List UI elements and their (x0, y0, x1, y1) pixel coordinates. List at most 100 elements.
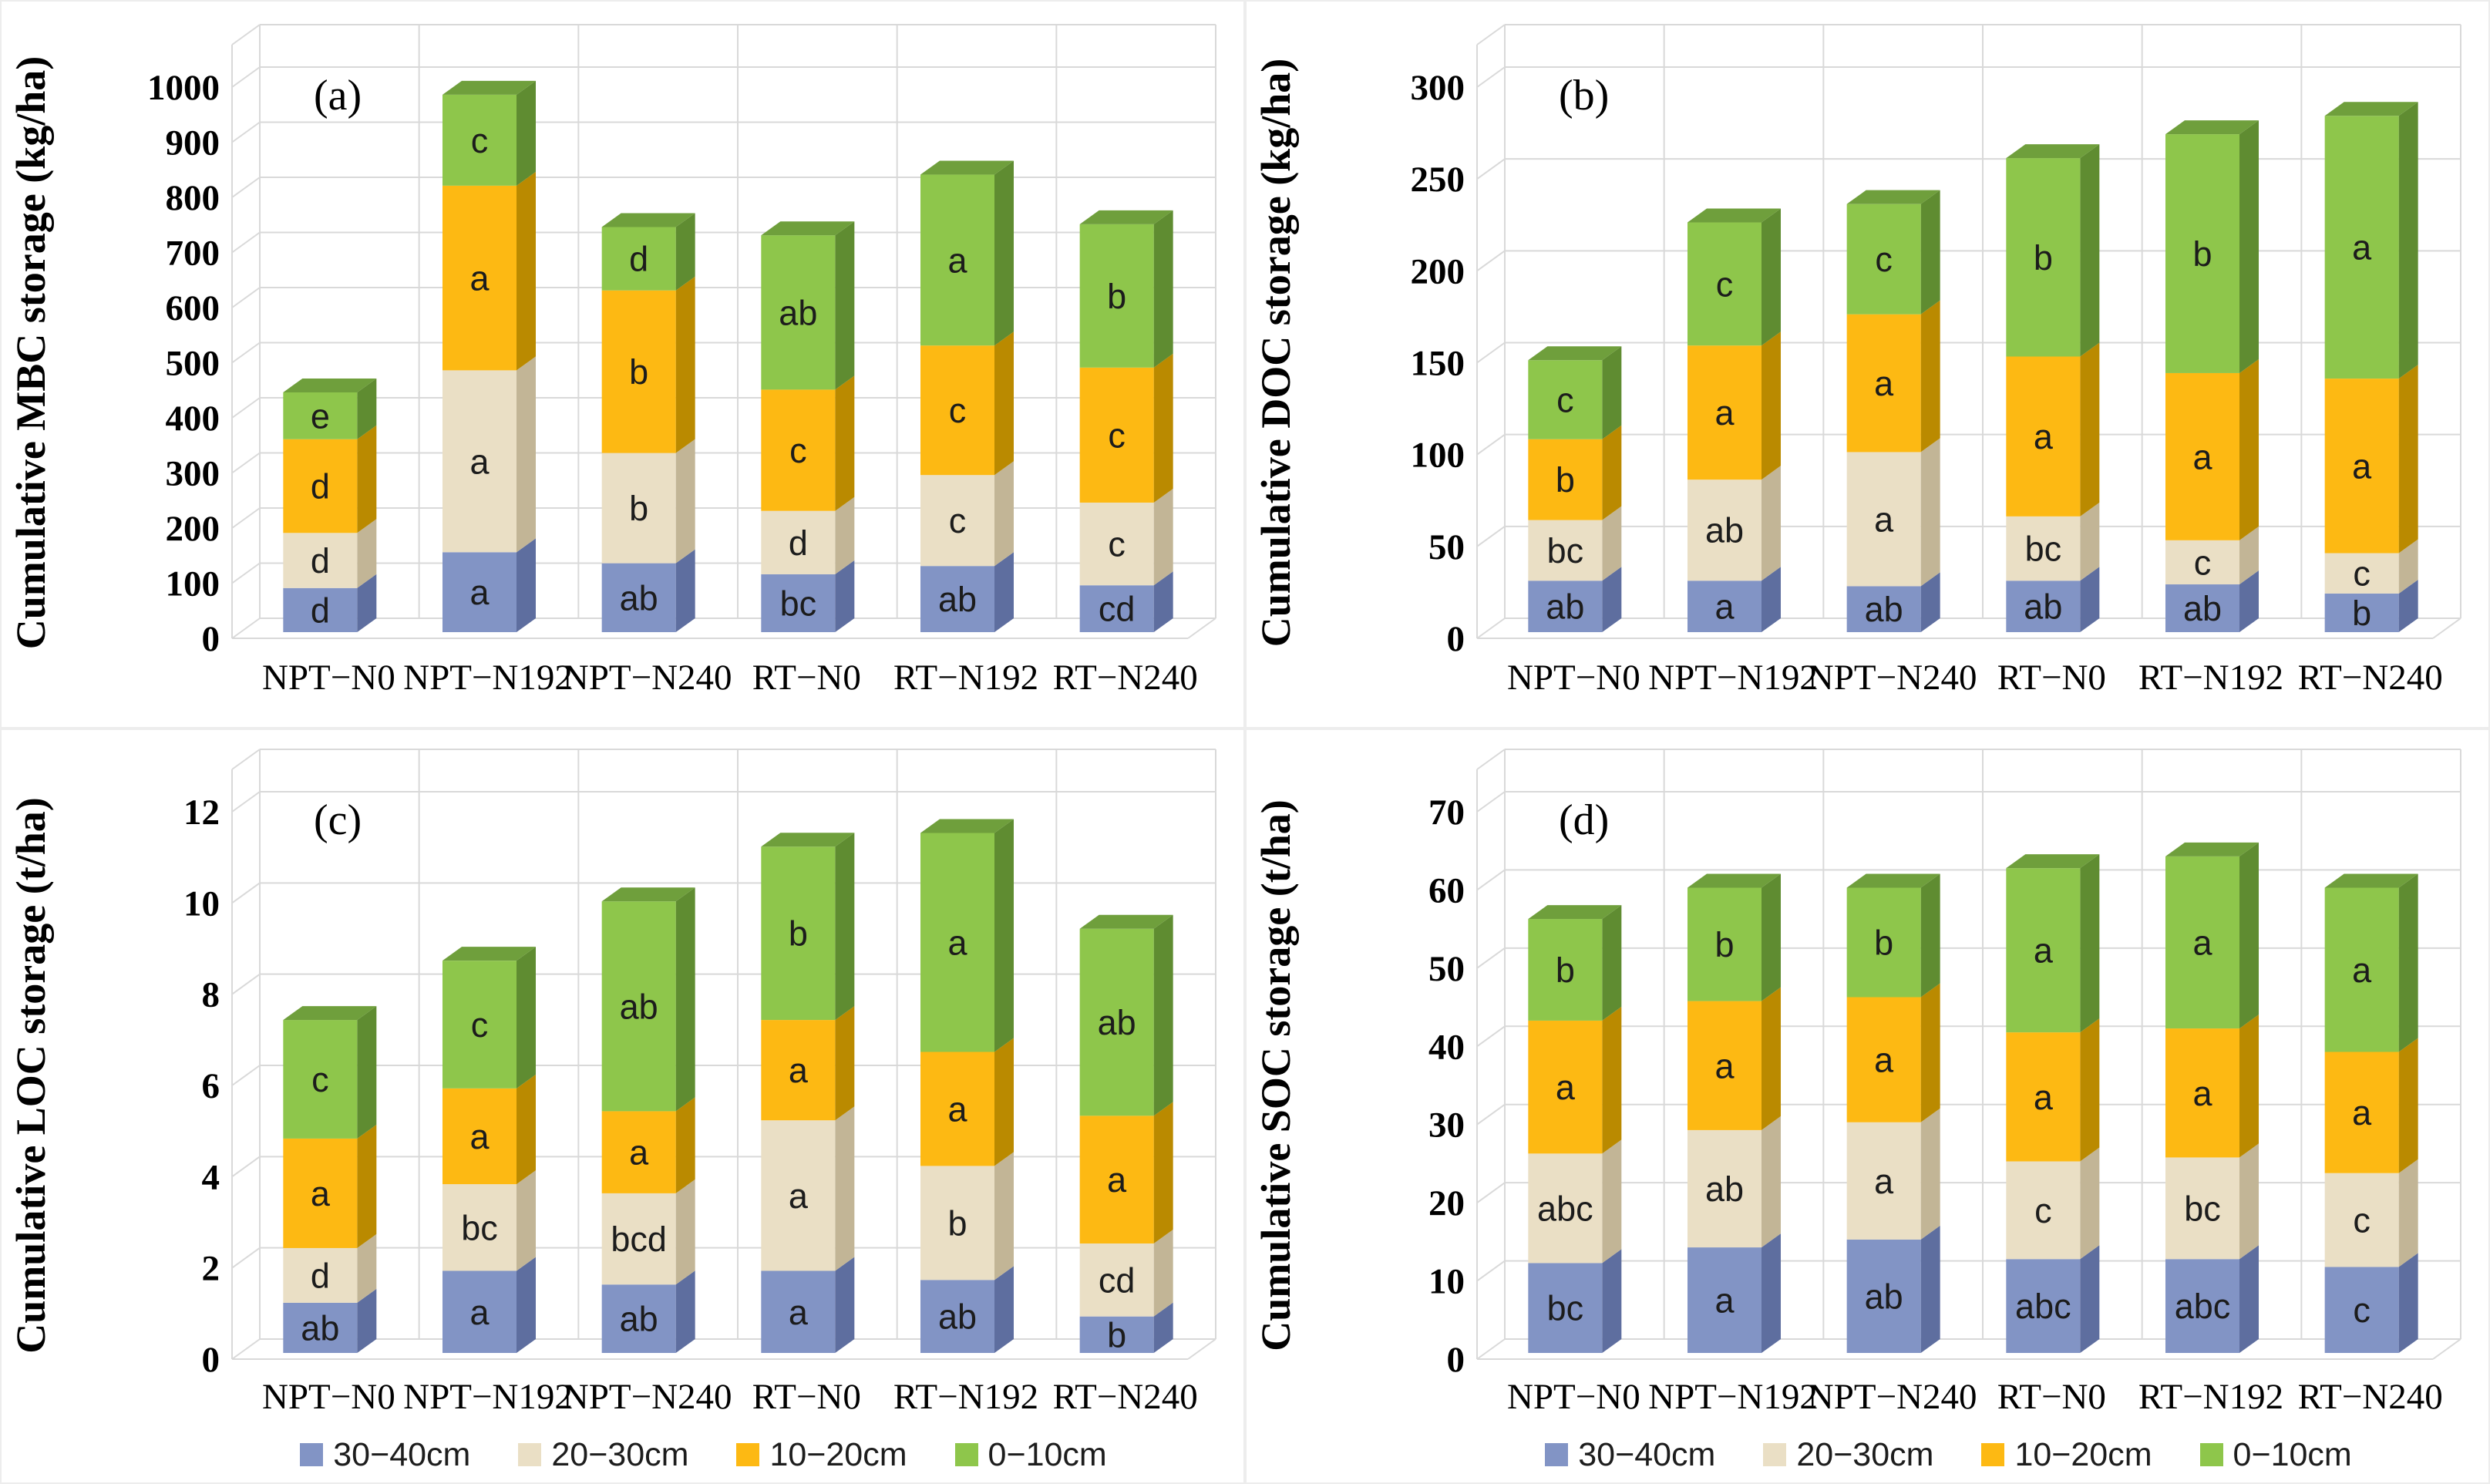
legend-label: 30−40cm (1578, 1435, 1716, 1473)
chart-canvas: 010203040506070bcabcabNPT−N0aababNPT−N19… (1253, 749, 2461, 1417)
significance-letter: ab (2183, 589, 2222, 628)
significance-letter: ab (620, 987, 658, 1026)
bar-segment-side (517, 538, 536, 632)
x-category-label: RT−N0 (752, 658, 861, 698)
x-category-label: NPT−N240 (1808, 658, 1977, 698)
bar-segment (1079, 1116, 1154, 1243)
bar-segment-side (1762, 987, 1781, 1130)
y-tick-label: 10 (183, 883, 220, 924)
bar-segment (920, 1166, 994, 1280)
bar-segment (442, 370, 517, 553)
bar-segment-side (2239, 1143, 2259, 1260)
bar-segment (2006, 1259, 2081, 1353)
significance-letter: ab (1705, 1169, 1744, 1209)
bar-segment-side (835, 221, 855, 390)
y-tick-label: 4 (202, 1157, 220, 1197)
bar-segment (442, 94, 517, 186)
significance-letter: d (629, 240, 648, 279)
bar-segment (442, 552, 517, 632)
significance-letter: ab (1865, 1277, 1903, 1316)
significance-letter: ab (938, 1297, 977, 1337)
bar-segment (283, 533, 358, 588)
tick-riser (231, 1247, 261, 1269)
bar-top-face (1528, 346, 1622, 361)
significance-letter: a (2192, 1074, 2212, 1113)
chart-panel-b: 0 50 100 150 200 250 300 ab bc b c NPT−N0 a ab a c NPT−N… (1245, 0, 2490, 729)
legend-swatch-icon (518, 1443, 542, 1466)
y-tick-label: 600 (166, 288, 220, 328)
x-category-label: NPT−N0 (1507, 1377, 1640, 1417)
bar-top-face (283, 1006, 377, 1021)
bar-top-face (2006, 854, 2100, 869)
significance-letter: b (2034, 238, 2053, 278)
y-tick-label: 700 (166, 234, 220, 274)
bar-segment-side (1602, 567, 1622, 632)
bar-segment-side (1920, 873, 1940, 998)
x-category-label: RT−N240 (2298, 658, 2443, 698)
y-tick-label: 0 (1447, 1340, 1465, 1380)
significance-letter: a (469, 259, 490, 298)
bar-segment (2165, 1259, 2239, 1353)
significance-letter: a (2034, 931, 2054, 971)
bar-segment (1846, 452, 1921, 587)
tick-riser (1476, 250, 1506, 272)
bar-segment-side (1602, 346, 1622, 439)
legend-label: 20−30cm (1796, 1435, 1934, 1473)
top-riser (1476, 749, 1506, 770)
tick-riser (1476, 1260, 1506, 1282)
bar-segment (761, 574, 836, 632)
tick-riser (231, 231, 261, 254)
bar-top-face (1687, 208, 1781, 223)
x-category-label: NPT−N192 (403, 658, 573, 698)
bar-segment-side (675, 439, 695, 564)
bar-segment (1846, 887, 1921, 998)
significance-letter: c (1716, 264, 1734, 304)
significance-letter: bc (2025, 530, 2062, 569)
bar-segment (920, 833, 994, 1052)
legend-item: 30−40cm (1545, 1436, 1715, 1474)
bar-segment (1528, 580, 1603, 632)
bar-segment-side (1153, 488, 1173, 586)
significance-letter: a (789, 1176, 809, 1216)
bar-segment (1687, 1247, 1762, 1353)
depth-legend: 30−40cm 20−30cm 10−20cm 0−10cm (2, 1427, 1243, 1482)
tick-riser (1476, 1338, 1506, 1360)
bar-segment (920, 475, 994, 567)
bar-segment (442, 1270, 517, 1353)
bar-segment-side (1762, 208, 1781, 346)
bar-segment-side (994, 1152, 1014, 1280)
significance-letter: c (2194, 543, 2212, 582)
bar-segment (601, 1111, 676, 1193)
legend-swatch-icon (2199, 1443, 2223, 1466)
bar-segment-side (2239, 1245, 2259, 1353)
x-category-label: NPT−N240 (563, 1377, 732, 1417)
bar-top-face (2165, 120, 2259, 135)
bar-segment (2165, 584, 2239, 632)
bar-segment (2324, 116, 2399, 379)
x-category-label: NPT−N240 (1808, 1377, 1977, 1417)
x-category-label: NPT−N192 (1648, 1377, 1818, 1417)
bar-top-face (920, 160, 1014, 175)
bar-top-face (761, 833, 855, 847)
significance-letter: c (2034, 1191, 2052, 1230)
bar-segment-side (2398, 1253, 2418, 1353)
x-category-label: RT−N0 (1997, 1377, 2106, 1417)
bar-segment (1079, 1243, 1154, 1317)
y-tick-label: 50 (1428, 527, 1465, 567)
bar-segment-side (675, 549, 695, 632)
bar-segment-side (994, 1266, 1014, 1353)
significance-letter: bc (780, 584, 817, 623)
bar-segment (601, 563, 676, 632)
significance-letter: a (2034, 1078, 2054, 1117)
bar-segment (1528, 520, 1603, 581)
tick-riser (231, 1156, 261, 1178)
bar-top-face (2324, 873, 2418, 888)
floor-right-edge (2432, 1338, 2461, 1360)
significance-letter: ab (938, 580, 977, 619)
bar-segment-side (2398, 579, 2418, 632)
bar-segment (1079, 502, 1154, 586)
bar-segment (2006, 158, 2081, 357)
legend-item: 30−40cm (300, 1436, 470, 1474)
significance-letter: c (471, 1005, 489, 1045)
